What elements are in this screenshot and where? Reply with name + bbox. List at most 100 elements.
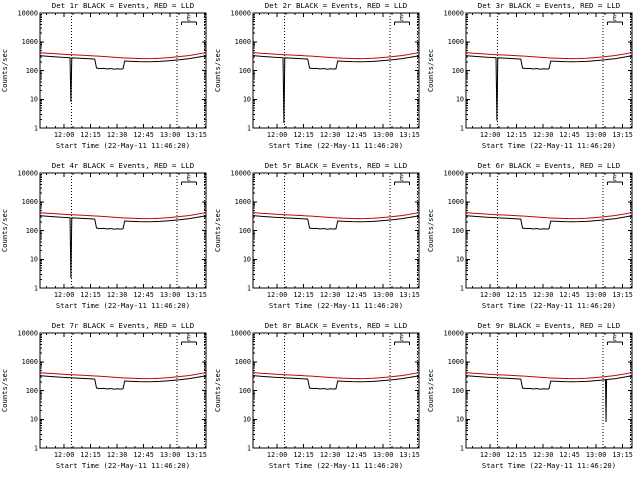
y-axis-title: Counts/sec xyxy=(426,209,435,252)
x-tick-label: 12:45 xyxy=(559,131,579,139)
y-tick-label: 10000 xyxy=(444,329,464,337)
x-tick-label: 13:15 xyxy=(612,451,632,459)
event-marker-label: E xyxy=(187,335,191,343)
event-marker-label: E xyxy=(187,175,191,183)
y-axis-title: Counts/sec xyxy=(213,49,222,92)
y-tick-label: 10000 xyxy=(231,9,251,17)
y-tick-label: 100 xyxy=(452,387,464,395)
x-tick-label: 12:15 xyxy=(80,131,100,139)
x-tick-label: 13:15 xyxy=(186,451,206,459)
x-tick-label: 13:00 xyxy=(160,451,180,459)
y-axis-title: Counts/sec xyxy=(0,369,9,412)
x-tick-label: 12:00 xyxy=(54,131,74,139)
event-marker-label: E xyxy=(400,335,404,343)
y-tick-label: 1000 xyxy=(448,198,464,206)
plot-frame xyxy=(465,12,633,129)
x-tick-label: 12:00 xyxy=(267,291,287,299)
plot-cell-7r: Det 7r BLACK = Events, RED = LLD 1 10 100 10… xyxy=(0,320,213,480)
y-tick-label: 100 xyxy=(239,227,251,235)
x-tick-label: 12:15 xyxy=(80,451,100,459)
x-tick-label: 12:45 xyxy=(346,451,366,459)
events-series xyxy=(39,375,207,390)
y-tick-label: 100 xyxy=(26,387,38,395)
x-tick-label: 13:15 xyxy=(612,131,632,139)
x-axis-title: Start Time (22-May-11 11:46:20) xyxy=(56,141,190,150)
plot-frame xyxy=(39,12,207,129)
y-tick-label: 10 xyxy=(243,416,251,424)
detector-plot-7r: Det 7r BLACK = Events, RED = LLD 1 10 100 10… xyxy=(0,321,207,470)
x-tick-label: 13:00 xyxy=(160,291,180,299)
y-axis-title: Counts/sec xyxy=(213,209,222,252)
x-axis-title: Start Time (22-May-11 11:46:20) xyxy=(269,141,403,150)
x-axis-title: Start Time (22-May-11 11:46:20) xyxy=(269,461,403,470)
x-axis-title: Start Time (22-May-11 11:46:20) xyxy=(482,461,616,470)
y-tick-label: 1 xyxy=(460,284,464,292)
x-tick-label: 12:45 xyxy=(559,451,579,459)
events-series xyxy=(39,215,207,279)
detector-plot-6r: Det 6r BLACK = Events, RED = LLD 1 10 100 10… xyxy=(426,161,633,310)
y-tick-label: 100 xyxy=(452,227,464,235)
y-tick-label: 1000 xyxy=(22,358,38,366)
y-tick-label: 1 xyxy=(34,124,38,132)
y-tick-label: 1000 xyxy=(448,38,464,46)
plot-title: Det 2r BLACK = Events, RED = LLD xyxy=(265,1,407,10)
x-axis-title: Start Time (22-May-11 11:46:20) xyxy=(482,141,616,150)
plot-title: Det 8r BLACK = Events, RED = LLD xyxy=(265,321,407,330)
x-tick-label: 12:15 xyxy=(506,131,526,139)
x-tick-label: 13:00 xyxy=(373,451,393,459)
plot-frame xyxy=(252,172,420,289)
x-tick-label: 12:45 xyxy=(133,451,153,459)
y-tick-label: 10000 xyxy=(444,9,464,17)
x-tick-label: 12:15 xyxy=(293,131,313,139)
lld-series xyxy=(252,52,420,60)
x-tick-label: 12:00 xyxy=(480,131,500,139)
y-tick-label: 10 xyxy=(30,256,38,264)
x-tick-label: 13:15 xyxy=(399,451,419,459)
x-tick-label: 12:15 xyxy=(80,291,100,299)
y-axis-title: Counts/sec xyxy=(426,49,435,92)
y-tick-label: 1 xyxy=(460,124,464,132)
detector-plot-9r: Det 9r BLACK = Events, RED = LLD 1 10 100 10… xyxy=(426,321,633,470)
x-tick-label: 12:30 xyxy=(107,451,127,459)
plot-title: Det 3r BLACK = Events, RED = LLD xyxy=(478,1,620,10)
y-axis-title: Counts/sec xyxy=(0,49,9,92)
plot-cell-2r: Det 2r BLACK = Events, RED = LLD 1 10 100 10… xyxy=(213,0,426,160)
y-tick-label: 10000 xyxy=(444,169,464,177)
plot-cell-1r: Det 1r BLACK = Events, RED = LLD 1 10 100 10… xyxy=(0,0,213,160)
lld-series xyxy=(465,52,633,60)
plot-frame xyxy=(39,172,207,289)
lld-series xyxy=(252,372,420,380)
events-series xyxy=(39,55,207,103)
event-marker-label: E xyxy=(613,175,617,183)
plot-title: Det 5r BLACK = Events, RED = LLD xyxy=(265,161,407,170)
y-tick-label: 100 xyxy=(239,67,251,75)
y-tick-label: 1 xyxy=(34,444,38,452)
y-tick-label: 1 xyxy=(247,124,251,132)
y-tick-label: 1000 xyxy=(235,38,251,46)
y-tick-label: 10 xyxy=(456,416,464,424)
x-tick-label: 12:30 xyxy=(533,131,553,139)
x-tick-label: 12:00 xyxy=(267,131,287,139)
event-marker-label: E xyxy=(613,15,617,23)
y-tick-label: 1000 xyxy=(235,358,251,366)
y-tick-label: 100 xyxy=(452,67,464,75)
x-axis-title: Start Time (22-May-11 11:46:20) xyxy=(56,461,190,470)
plot-title: Det 9r BLACK = Events, RED = LLD xyxy=(478,321,620,330)
events-series xyxy=(252,215,420,230)
plot-title: Det 1r BLACK = Events, RED = LLD xyxy=(52,1,194,10)
plot-title: Det 7r BLACK = Events, RED = LLD xyxy=(52,321,194,330)
event-marker-label: E xyxy=(400,175,404,183)
x-tick-label: 13:00 xyxy=(373,291,393,299)
lld-series xyxy=(252,212,420,220)
y-tick-label: 10000 xyxy=(18,169,38,177)
y-tick-label: 10000 xyxy=(231,169,251,177)
plot-cell-5r: Det 5r BLACK = Events, RED = LLD 1 10 100 10… xyxy=(213,160,426,320)
y-tick-label: 1 xyxy=(247,444,251,452)
lld-series xyxy=(465,212,633,220)
plot-cell-6r: Det 6r BLACK = Events, RED = LLD 1 10 100 10… xyxy=(426,160,639,320)
event-marker-label: E xyxy=(400,15,404,23)
events-series xyxy=(465,375,633,423)
y-tick-label: 1 xyxy=(34,284,38,292)
plot-cell-9r: Det 9r BLACK = Events, RED = LLD 1 10 100 10… xyxy=(426,320,639,480)
